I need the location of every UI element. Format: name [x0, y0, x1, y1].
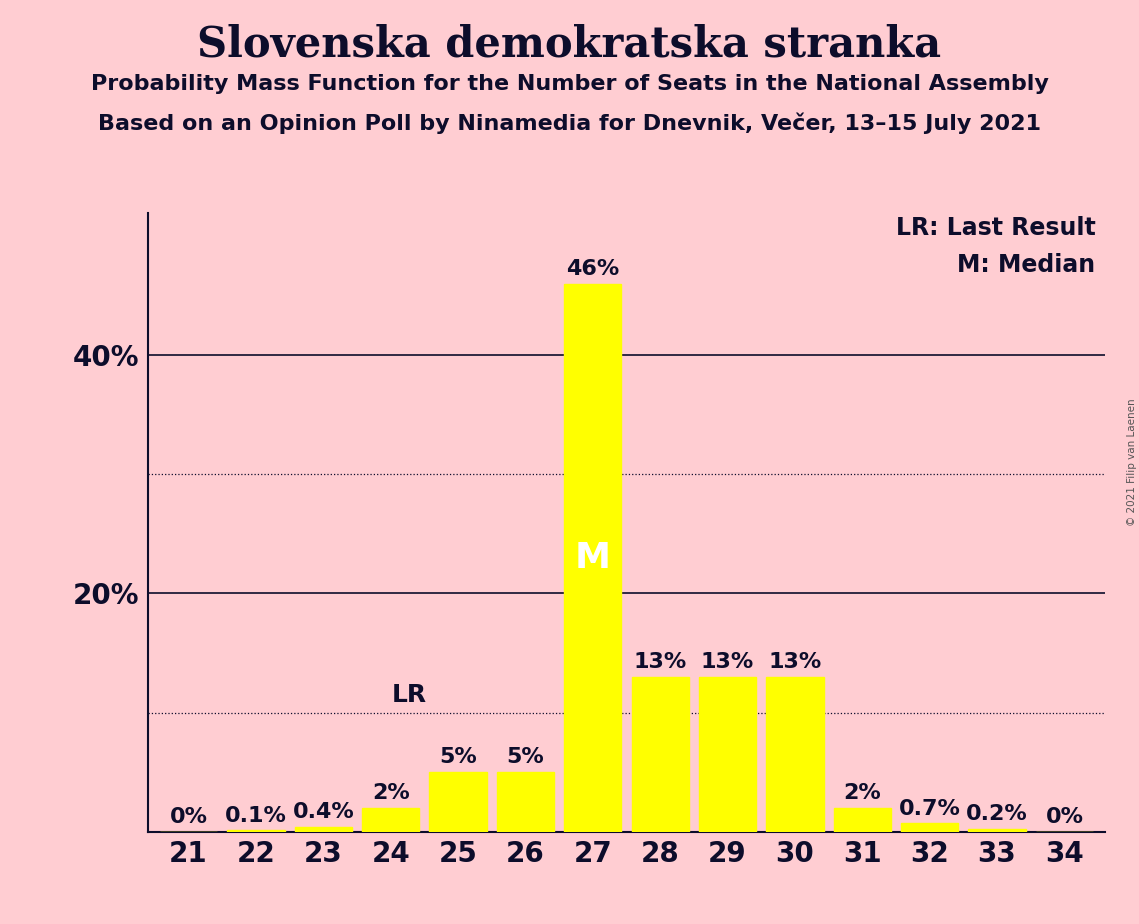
- Text: Probability Mass Function for the Number of Seats in the National Assembly: Probability Mass Function for the Number…: [91, 74, 1048, 94]
- Text: 0%: 0%: [170, 807, 207, 827]
- Bar: [968, 829, 1025, 832]
- Text: 0%: 0%: [1046, 807, 1083, 827]
- Text: © 2021 Filip van Laenen: © 2021 Filip van Laenen: [1126, 398, 1137, 526]
- Bar: [767, 676, 823, 832]
- Text: 13%: 13%: [700, 652, 754, 672]
- Text: 2%: 2%: [371, 783, 410, 803]
- Text: Based on an Opinion Poll by Ninamedia for Dnevnik, Večer, 13–15 July 2021: Based on an Opinion Poll by Ninamedia fo…: [98, 113, 1041, 134]
- Text: 0.1%: 0.1%: [224, 806, 287, 826]
- Text: M: Median: M: Median: [957, 253, 1096, 277]
- Bar: [631, 676, 689, 832]
- Text: LR: LR: [392, 683, 427, 707]
- Bar: [497, 772, 554, 832]
- Bar: [228, 831, 285, 832]
- Bar: [295, 827, 352, 832]
- Text: 46%: 46%: [566, 260, 620, 279]
- Text: 5%: 5%: [507, 748, 544, 767]
- Text: M: M: [575, 541, 611, 575]
- Text: 2%: 2%: [843, 783, 882, 803]
- Text: 13%: 13%: [633, 652, 687, 672]
- Text: 0.7%: 0.7%: [899, 798, 960, 819]
- Text: Slovenska demokratska stranka: Slovenska demokratska stranka: [197, 23, 942, 65]
- Bar: [362, 808, 419, 832]
- Bar: [834, 808, 891, 832]
- Text: 0.2%: 0.2%: [966, 805, 1027, 824]
- Bar: [429, 772, 486, 832]
- Text: 5%: 5%: [440, 748, 477, 767]
- Bar: [564, 284, 622, 832]
- Bar: [901, 823, 958, 832]
- Text: 13%: 13%: [769, 652, 821, 672]
- Bar: [699, 676, 756, 832]
- Text: LR: Last Result: LR: Last Result: [895, 215, 1096, 239]
- Text: 0.4%: 0.4%: [293, 802, 354, 822]
